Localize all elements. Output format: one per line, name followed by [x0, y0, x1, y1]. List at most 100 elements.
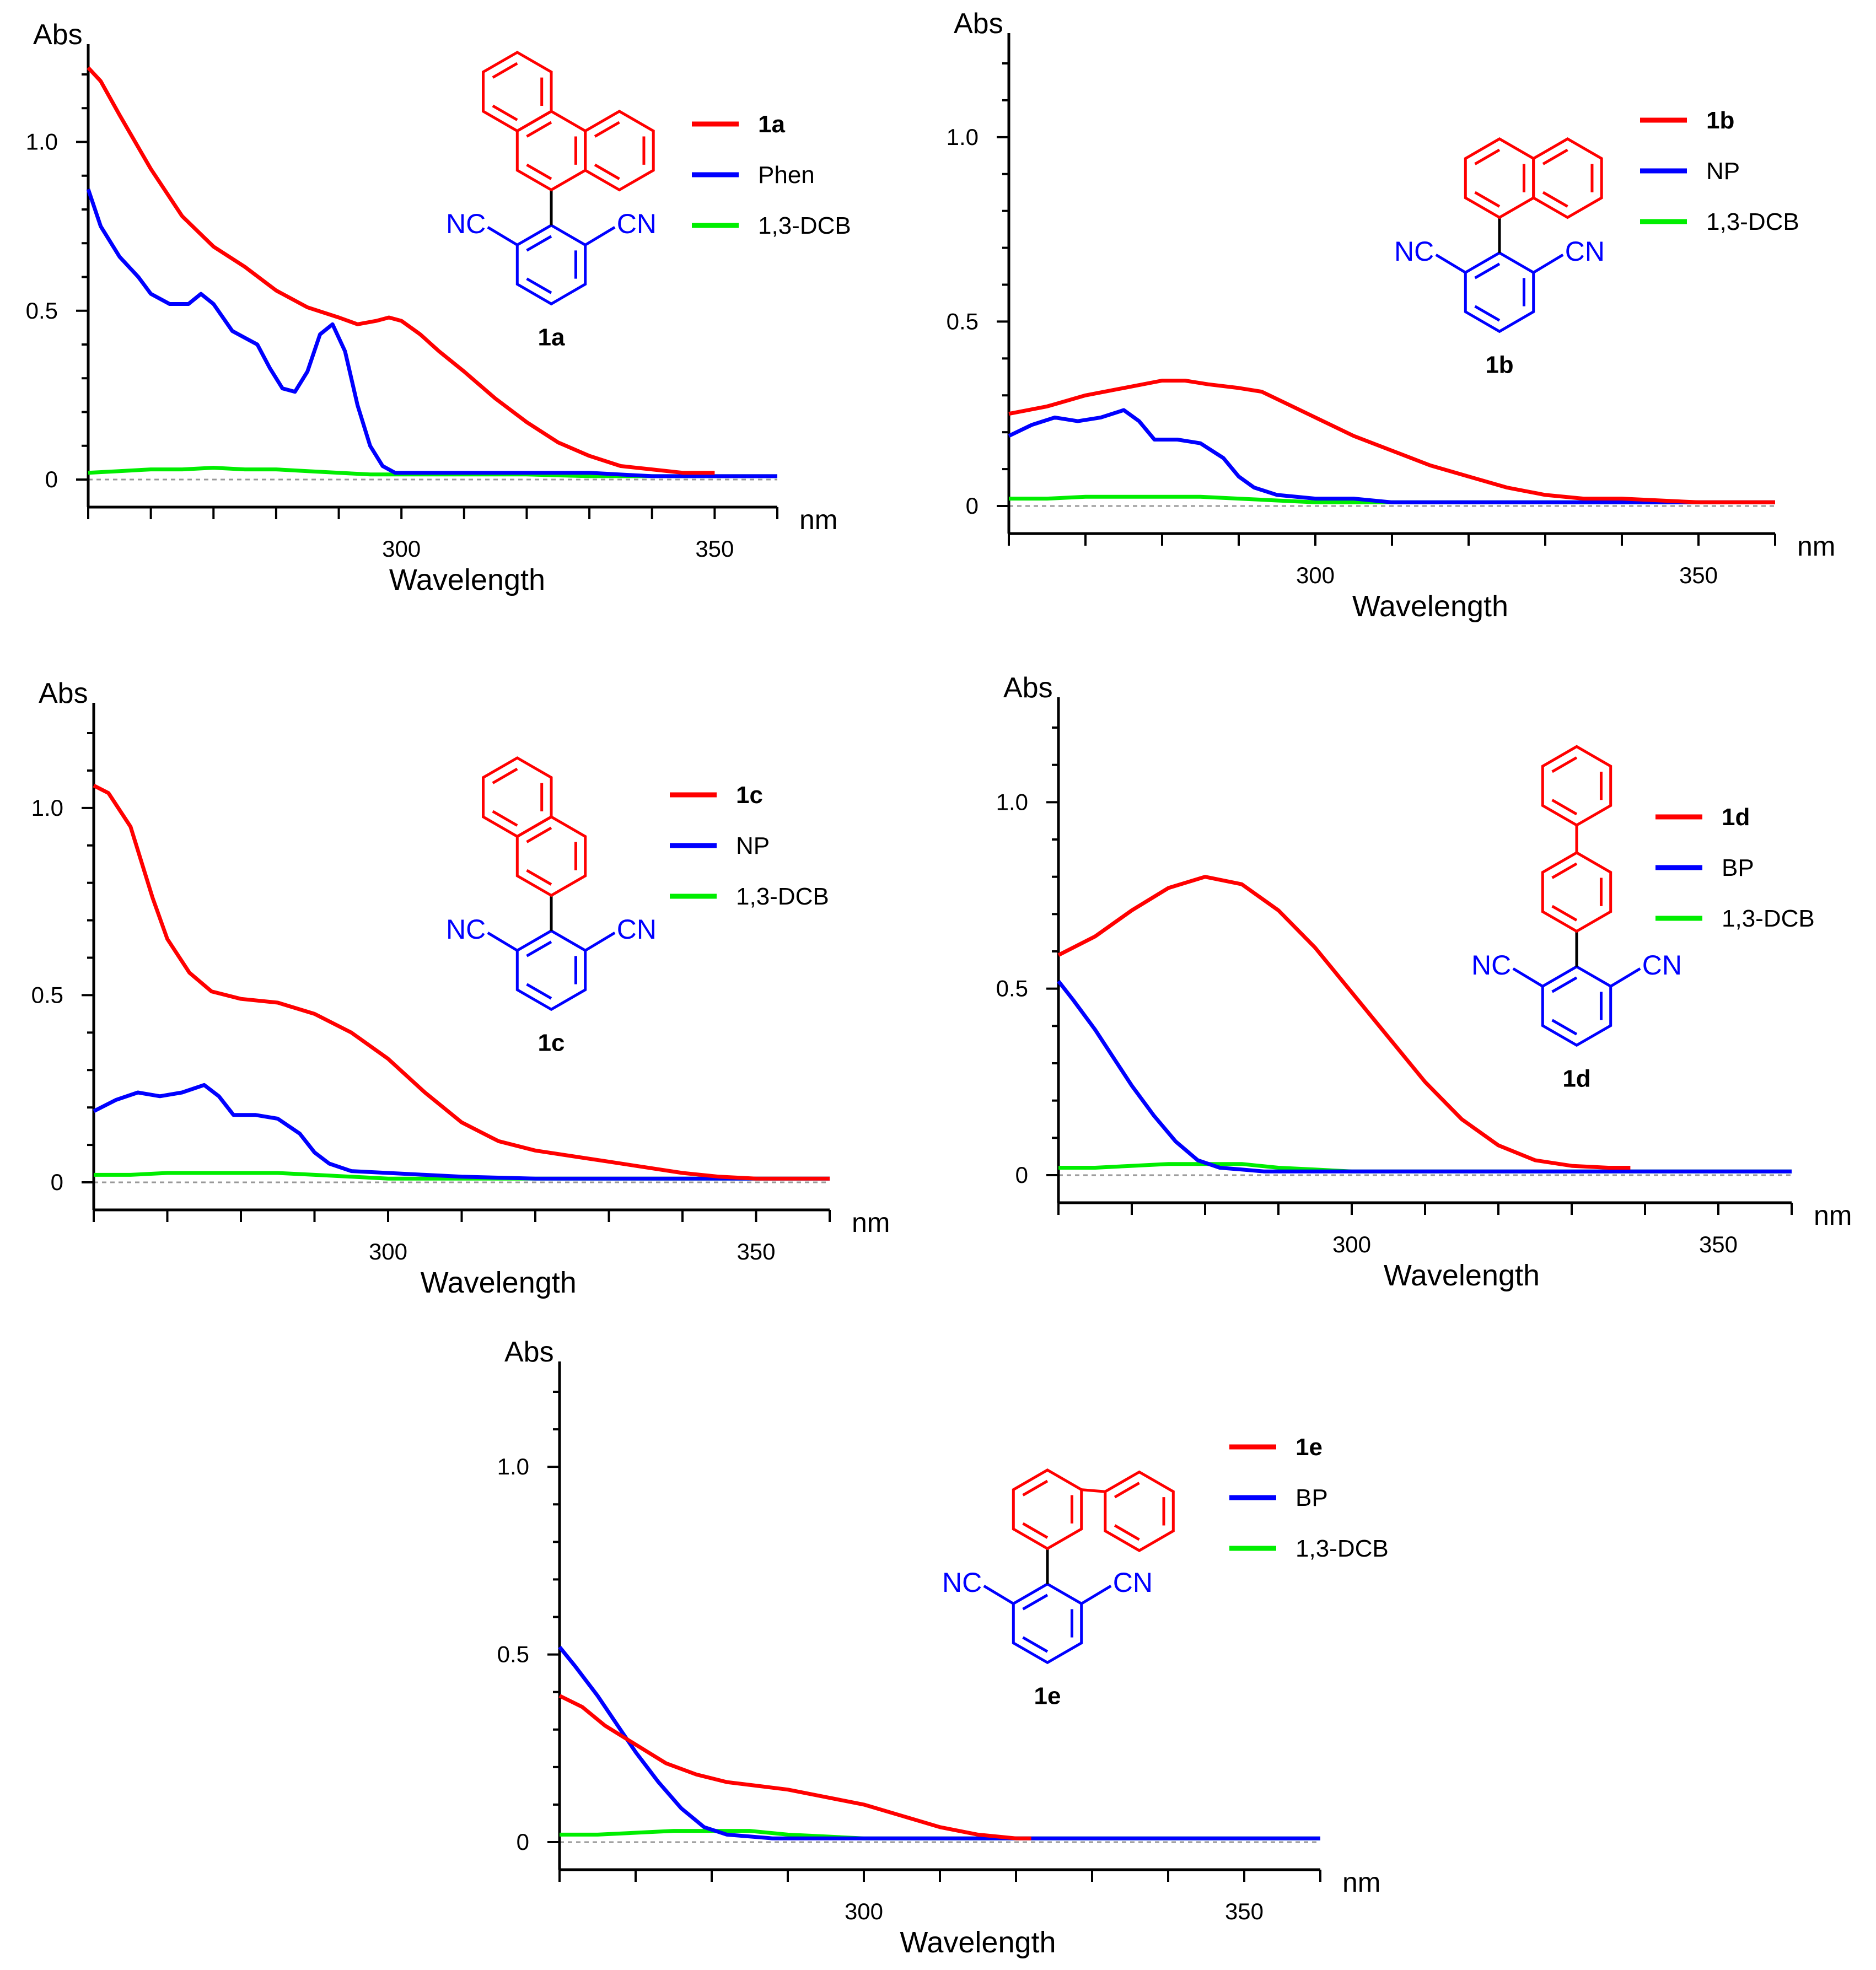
structure-1e: NC CN 1e [942, 1468, 1175, 1709]
double-bond [526, 940, 552, 957]
bond [1512, 967, 1544, 988]
structure-1c: NC CN 1c [446, 756, 657, 1056]
cn-label: CN [1113, 1567, 1153, 1598]
legend-label: BP [1296, 1484, 1328, 1511]
double-bond [1114, 1482, 1140, 1499]
legend-label: 1c [736, 782, 763, 809]
ring [584, 110, 655, 192]
double-bond [526, 121, 552, 138]
double-bond [1551, 756, 1578, 773]
bond [487, 226, 518, 246]
y-tick-label: 0.5 [26, 298, 58, 324]
double-bond [492, 104, 518, 121]
chart-1b: 0 0.5 1.0 300 350 Abs nm Wavelength 1b NP 1,3-DCB N… [947, 8, 1836, 623]
x-unit-label: nm [799, 504, 837, 535]
legend-label: 1a [758, 111, 785, 138]
x-axis-label: Wavelength [1384, 1259, 1540, 1292]
bond [1435, 254, 1466, 274]
bond [487, 932, 518, 952]
series-line-np [93, 1083, 830, 1181]
double-bond [492, 810, 518, 827]
x-unit-label: nm [1797, 531, 1835, 562]
y-axis-label: Abs [33, 19, 83, 51]
y-tick-label: 1.0 [996, 789, 1028, 815]
legend-label: 1,3-DCB [736, 883, 829, 910]
y-axis-label: Abs [39, 677, 88, 709]
series-line-1b [1008, 379, 1775, 504]
bond [1081, 1585, 1112, 1605]
double-bond [1474, 305, 1501, 322]
series-line-phen [86, 189, 777, 478]
legend-label: 1,3-DCB [1706, 208, 1799, 235]
double-bond [594, 121, 620, 138]
bond [584, 932, 616, 952]
compound-label: 1c [538, 1029, 565, 1056]
bond [1081, 1488, 1105, 1493]
nc-label: NC [1394, 236, 1434, 267]
series-line-1a [87, 66, 715, 475]
series-line-1e [558, 1694, 1031, 1840]
bond [983, 1585, 1014, 1605]
compound-label: 1d [1562, 1065, 1590, 1092]
double-bond [594, 163, 620, 180]
ring [1012, 1582, 1083, 1665]
structure-1a: NC CN 1a [446, 51, 657, 351]
legend-label: 1e [1296, 1434, 1323, 1461]
cn-label: CN [617, 914, 657, 945]
legend-label: 1b [1706, 107, 1734, 134]
bond [584, 226, 616, 246]
x-unit-label: nm [852, 1207, 890, 1238]
chart-1d: 0 0.5 1.0 300 350 Abs nm Wavelength 1d BP 1,3-DCB N… [996, 672, 1852, 1292]
legend-label: NP [1706, 158, 1740, 185]
ring [515, 223, 587, 306]
x-axis-label: Wavelength [389, 563, 545, 596]
double-bond [1022, 1594, 1049, 1611]
chart-1a: 0 0.5 1.0 300 350 Abs nm Wavelength 1a Phen 1,3-DC… [26, 19, 851, 596]
double-bond [526, 235, 552, 252]
x-tick-label: 350 [1225, 1898, 1264, 1924]
structure-1b: NC CN 1b [1394, 137, 1605, 378]
cn-label: CN [1565, 236, 1605, 267]
y-tick-label: 0.5 [31, 982, 63, 1008]
legend-label: Phen [758, 162, 815, 189]
series-line-1c [93, 783, 830, 1181]
nc-label: NC [942, 1567, 982, 1598]
y-tick-label: 1.0 [31, 795, 63, 821]
y-tick-label: 0.5 [947, 308, 979, 334]
x-axis-label: Wavelength [421, 1266, 577, 1299]
double-bond [1551, 799, 1578, 816]
x-tick-label: 300 [1332, 1231, 1371, 1257]
legend-label: 1,3-DCB [758, 212, 851, 239]
legend-label: NP [736, 832, 770, 859]
legend-label: 1,3-DCB [1296, 1535, 1389, 1562]
double-bond [1022, 1479, 1049, 1497]
double-bond [1551, 862, 1578, 879]
series-line-13dcb [88, 466, 777, 478]
double-bond [1542, 191, 1568, 208]
x-axis-label: Wavelength [900, 1926, 1056, 1959]
y-tick-label: 0 [966, 493, 979, 519]
y-tick-label: 1.0 [947, 124, 979, 150]
double-bond [1474, 148, 1501, 165]
y-axis-label: Abs [1003, 672, 1053, 704]
y-tick-label: 0 [51, 1169, 63, 1195]
bond [1610, 967, 1641, 988]
double-bond [1022, 1522, 1049, 1539]
y-axis-label: Abs [504, 1336, 554, 1368]
double-bond [1022, 1636, 1049, 1653]
ring [1464, 251, 1535, 333]
ring [515, 929, 587, 1011]
chart-1c: 0 0.5 1.0 300 350 Abs nm Wavelength 1c NP 1,3-DCB N… [31, 677, 890, 1299]
series-line-np [1008, 408, 1775, 504]
double-bond [1542, 148, 1568, 165]
double-bond [526, 163, 552, 180]
cn-label: CN [617, 208, 657, 239]
ring [482, 51, 553, 133]
legend-label: BP [1722, 854, 1754, 881]
x-tick-label: 350 [1679, 562, 1718, 588]
legend-label: 1,3-DCB [1722, 905, 1815, 932]
ring [1541, 965, 1612, 1047]
ring [482, 756, 553, 838]
double-bond [1474, 191, 1501, 208]
